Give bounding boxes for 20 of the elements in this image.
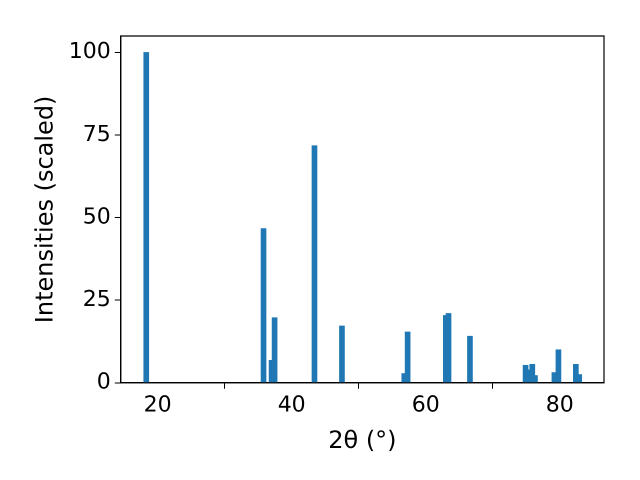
x-axis-title: 2θ (°) xyxy=(328,426,397,454)
bar xyxy=(467,336,473,383)
bar xyxy=(272,317,278,383)
x-tick-label: 60 xyxy=(412,392,440,418)
bar xyxy=(556,349,562,383)
bar xyxy=(446,313,452,383)
bar xyxy=(260,228,266,383)
bar xyxy=(312,145,318,383)
y-tick-label: 0 xyxy=(96,370,111,395)
y-tick-label: 50 xyxy=(82,204,111,230)
y-axis-title: Intensities (scaled) xyxy=(30,96,59,324)
bar xyxy=(143,52,150,383)
y-tick-label: 75 xyxy=(82,122,111,147)
bar xyxy=(404,332,410,383)
x-tick-label: 40 xyxy=(278,392,306,418)
y-tick-label: 25 xyxy=(82,286,111,312)
bar xyxy=(339,326,345,383)
x-tick-label: 20 xyxy=(144,392,172,418)
x-tick-label: 80 xyxy=(546,392,574,418)
y-tick-label: 100 xyxy=(68,39,111,64)
